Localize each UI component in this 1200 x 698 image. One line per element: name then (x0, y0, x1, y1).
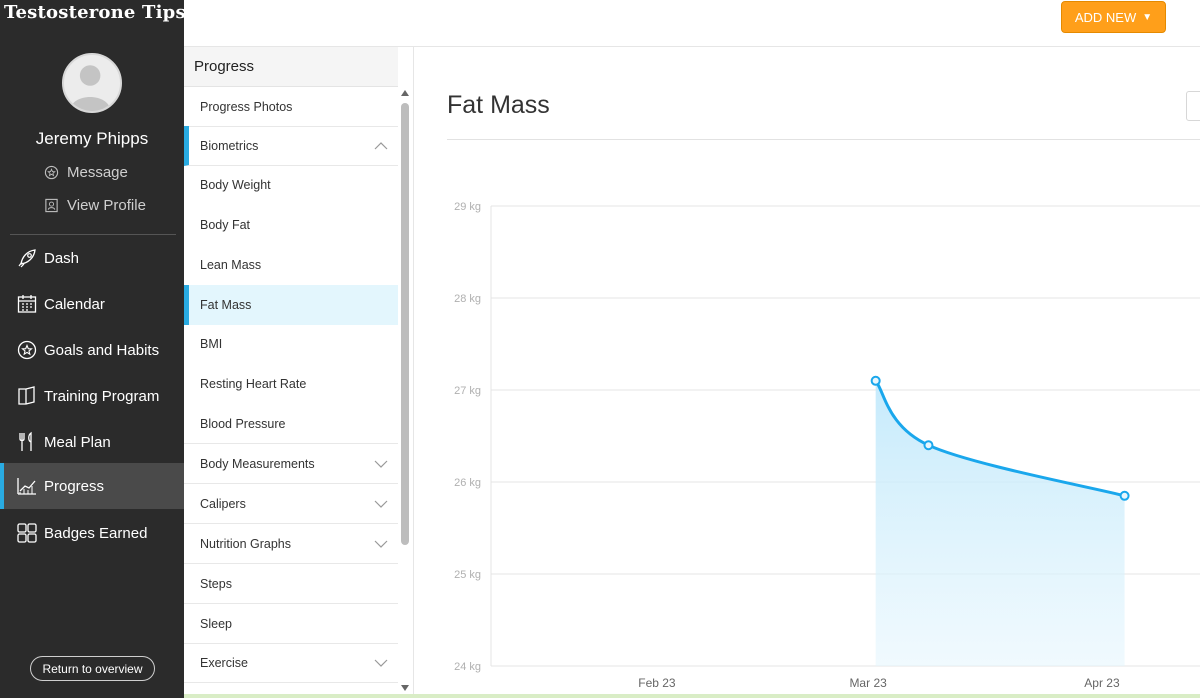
calendar-icon (17, 295, 37, 313)
submenu-item-lean-mass[interactable]: Lean Mass (184, 245, 398, 285)
y-tick-label: 27 kg (454, 385, 481, 397)
y-tick-label: 26 kg (454, 477, 481, 489)
page-title: Fat Mass (447, 91, 550, 119)
nav-dash-label: Dash (44, 249, 80, 267)
chevron-down-icon (374, 500, 388, 508)
nav-progress[interactable]: Progress (0, 463, 184, 509)
submenu-item-progress-photos[interactable]: Progress Photos (184, 87, 398, 127)
data-point[interactable] (1119, 490, 1130, 501)
submenu-item-steps[interactable]: Steps (184, 564, 398, 604)
nav-meal-plan[interactable]: Meal Plan (0, 419, 184, 465)
x-tick-label: Feb 23 (638, 676, 676, 690)
y-tick-label: 25 kg (454, 569, 481, 581)
scroll-down-arrow-icon[interactable] (401, 685, 409, 691)
submenu-item-label: BMI (200, 337, 223, 351)
badges-icon (17, 523, 37, 543)
sidebar-divider (10, 234, 176, 235)
add-new-button[interactable]: ADD NEW ▼ (1061, 1, 1166, 33)
nav-goals-label: Goals and Habits (44, 341, 160, 359)
main-content: Fat Mass 24 kg 25 kg 26 kg 27 kg 28 kg 29 kg F… (414, 47, 1200, 698)
caret-down-icon: ▼ (1142, 11, 1153, 23)
nav-calendar[interactable]: Calendar (0, 281, 184, 327)
submenu-item-nutrition-graphs[interactable]: Nutrition Graphs (184, 524, 398, 564)
submenu-item-label: Resting Heart Rate (200, 377, 307, 391)
y-tick-label: 29 kg (454, 201, 481, 213)
add-new-label: ADD NEW (1074, 9, 1137, 25)
chevron-down-icon (374, 659, 388, 667)
date-range-selector[interactable] (1186, 91, 1200, 121)
nav-calendar-label: Calendar (44, 295, 105, 313)
scrollbar-thumb[interactable] (401, 103, 409, 545)
message-link[interactable]: Message (44, 164, 128, 181)
bottom-strip (184, 694, 1200, 698)
avatar[interactable] (62, 53, 122, 113)
profile-icon (45, 198, 58, 213)
brand-title: Testosterone Tips (4, 2, 186, 23)
series-area (875, 380, 1125, 666)
nav-dash[interactable]: Dash (0, 235, 184, 281)
submenu-item-exercise[interactable]: Exercise (184, 643, 398, 683)
submenu-item-resting-heart-rate[interactable]: Resting Heart Rate (184, 364, 398, 404)
nav-meal-plan-label: Meal Plan (44, 433, 111, 451)
submenu-item-biometrics[interactable]: Biometrics (184, 126, 398, 166)
chevron-down-icon (374, 460, 388, 468)
y-tick-label: 24 kg (454, 661, 481, 673)
submenu-item-fat-mass[interactable]: Fat Mass (184, 285, 398, 325)
submenu-item-label: Steps (200, 576, 232, 591)
submenu-item-blood-pressure[interactable]: Blood Pressure (184, 404, 398, 444)
return-to-overview-button[interactable]: Return to overview (30, 656, 155, 681)
submenu-item-label: Body Measurements (200, 456, 315, 471)
chevron-down-icon (374, 540, 388, 548)
rocket-icon (18, 249, 36, 268)
series-line (874, 379, 1125, 498)
title-divider (447, 139, 1200, 140)
submenu-item-sleep[interactable]: Sleep (184, 604, 398, 644)
nav-goals-and-habits[interactable]: Goals and Habits (0, 327, 184, 373)
goals-icon (17, 340, 37, 360)
submenu-item-body-weight[interactable]: Body Weight (184, 165, 398, 205)
submenu-item-label: Calipers (200, 496, 246, 511)
submenu-item-bmi[interactable]: BMI (184, 324, 398, 364)
submenu-item-label: Body Fat (200, 218, 251, 232)
submenu-item-label: Fat Mass (200, 298, 252, 312)
submenu-item-body-fat[interactable]: Body Fat (184, 205, 398, 245)
submenu-item-label: Nutrition Graphs (200, 536, 292, 551)
nav-badges-label: Badges Earned (44, 524, 148, 542)
data-point[interactable] (870, 375, 881, 386)
data-point[interactable] (923, 440, 934, 451)
nav-training-program[interactable]: Training Program (0, 373, 184, 419)
submenu-title: Progress (184, 47, 398, 87)
submenu-item-label: Blood Pressure (200, 416, 286, 431)
submenu-scrollbar[interactable] (400, 87, 410, 698)
progress-submenu: Progress Progress Photos Biometrics Body… (184, 47, 414, 698)
submenu-item-label: Sleep (200, 616, 232, 631)
user-silhouette-icon (69, 65, 111, 111)
view-profile-link[interactable]: View Profile (44, 197, 146, 214)
submenu-item-calipers[interactable]: Calipers (184, 484, 398, 524)
x-tick-label: Mar 23 (849, 676, 887, 690)
view-profile-label: View Profile (67, 197, 146, 214)
user-name: Jeremy Phipps (35, 129, 149, 148)
fat-mass-chart: 24 kg 25 kg 26 kg 27 kg 28 kg 29 kg Feb 23 Mar … (454, 201, 1200, 690)
submenu-item-label: Body Weight (200, 178, 271, 192)
x-tick-label: Apr 23 (1084, 676, 1120, 690)
sidebar: Testosterone Tips Jeremy Phipps Message … (0, 0, 186, 698)
message-icon (44, 165, 59, 180)
submenu-item-label: Biometrics (200, 138, 259, 153)
top-bar: ADD NEW ▼ (184, 0, 1200, 47)
scroll-up-arrow-icon[interactable] (401, 90, 409, 96)
chevron-up-icon (374, 142, 388, 150)
message-label: Message (67, 164, 128, 181)
submenu-item-label: Progress Photos (200, 99, 293, 114)
nav-progress-label: Progress (44, 477, 105, 495)
y-tick-label: 28 kg (454, 293, 481, 305)
submenu-item-body-measurements[interactable]: Body Measurements (184, 444, 398, 484)
nav-badges-earned[interactable]: Badges Earned (0, 510, 184, 556)
submenu-item-label: Lean Mass (200, 258, 262, 272)
chart-icon (17, 478, 36, 495)
nav-training-label: Training Program (44, 387, 160, 405)
submenu-item-label: Exercise (200, 655, 248, 670)
book-icon (18, 386, 35, 405)
utensils-icon (19, 431, 32, 451)
